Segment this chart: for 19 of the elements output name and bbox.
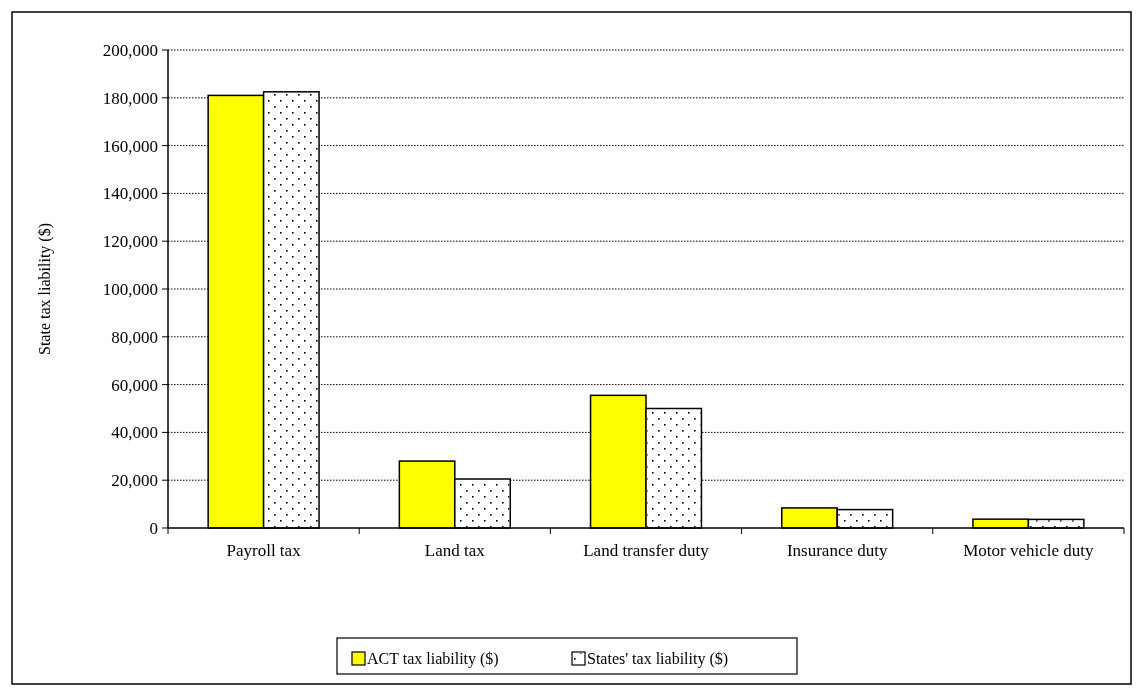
x-tick-label: Payroll tax	[226, 541, 302, 560]
y-tick-label: 200,000	[102, 40, 158, 60]
y-tick-label: 120,000	[102, 232, 158, 252]
y-tick-label: 100,000	[102, 279, 158, 299]
x-tick-label: Motor vehicle duty	[963, 541, 1095, 560]
legend-label: States' tax liability ($)	[587, 650, 729, 668]
y-tick-label: 80,000	[111, 327, 158, 347]
y-axis-title: State tax liability ($)	[36, 223, 54, 355]
y-tick-label: 60,000	[111, 375, 158, 395]
y-tick-label: 40,000	[111, 423, 158, 443]
x-tick-label: Insurance duty	[786, 541, 888, 560]
y-tick-label: 0	[149, 518, 158, 538]
y-tick-label: 140,000	[102, 184, 158, 204]
legend-label: ACT tax liability ($)	[367, 650, 499, 668]
y-tick-label: 160,000	[102, 136, 158, 156]
y-tick-label: 180,000	[102, 88, 158, 108]
x-tick-label: Land tax	[424, 541, 486, 560]
y-tick-label: 20,000	[111, 471, 158, 491]
x-tick-label: Land transfer duty	[583, 541, 710, 560]
